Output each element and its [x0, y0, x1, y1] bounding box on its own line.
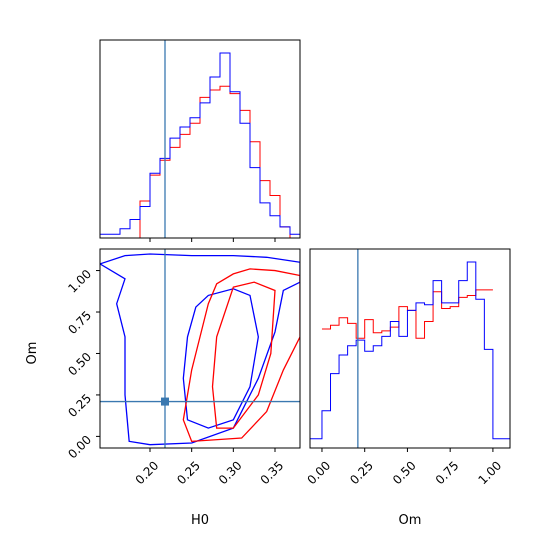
- x-tick-label: 0.35: [258, 458, 287, 487]
- y-tick-label: 0.75: [65, 308, 94, 337]
- x-tick-label: 0.00: [305, 458, 334, 487]
- x-tick-label: 0.25: [347, 458, 376, 487]
- h0-om-contour-panel: 0.20 0.25 0.30 0.35 0.00 0.25 0.50 0.75 1.00: [65, 248, 301, 487]
- contour-red-outer: [182, 268, 300, 443]
- contour-blue-inner: [182, 288, 259, 429]
- x-tick-label: 0.25: [174, 458, 203, 487]
- x-axis-label-h0: H0: [191, 513, 209, 528]
- x-tick-label: 0.20: [133, 458, 162, 487]
- contour-red-inner: [211, 281, 276, 429]
- panel-frame: [99, 248, 301, 449]
- truth-marker: [161, 397, 169, 406]
- panel-frame: [309, 248, 511, 449]
- om-histogram-panel: 0.00 0.25 0.50 0.75 1.00: [305, 248, 511, 487]
- panel-frame: [99, 39, 301, 239]
- h0-histogram-panel: [99, 39, 301, 242]
- x-tick-label: 0.75: [433, 458, 462, 487]
- histogram-series-blue: [310, 261, 510, 440]
- x-axis-label-om: Om: [399, 513, 422, 528]
- y-tick-label: 0.00: [65, 433, 94, 462]
- y-tick-label: 0.50: [65, 350, 94, 379]
- y-tick-label: 0.25: [65, 391, 94, 420]
- y-axis-label-om: Om: [25, 342, 40, 365]
- y-tick-label: 1.00: [65, 267, 94, 296]
- x-tick-label: 0.30: [216, 458, 245, 487]
- x-tick-label: 0.50: [390, 458, 419, 487]
- histogram-series-blue: [100, 52, 300, 235]
- contour-blue-outer: [100, 253, 300, 446]
- x-tick-label: 1.00: [475, 458, 504, 487]
